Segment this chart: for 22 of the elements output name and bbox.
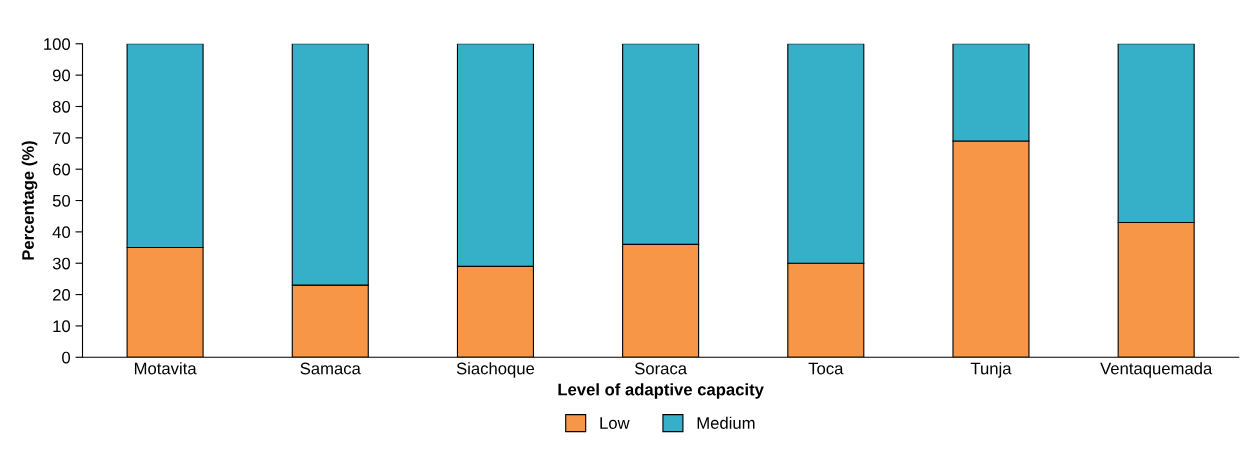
x-tick-label: Siachoque [456, 362, 535, 378]
x-axis-title: Level of adaptive capacity [558, 383, 764, 399]
y-tick-label: 10 [53, 320, 71, 333]
y-tick-label: 60 [53, 163, 71, 176]
y-axis-title: Percentage (%) [21, 141, 38, 260]
y-tick-label: 30 [52, 257, 71, 270]
x-tick-label: Samaca [300, 362, 361, 375]
x-tick-label: Motavita [134, 362, 197, 375]
x-tick-label: Toca [808, 362, 844, 375]
y-tick-label: 50 [52, 194, 71, 207]
y-tick-label: 40 [52, 226, 71, 239]
x-tick-label: Tunja [970, 362, 1012, 378]
x-tick-label: Soraca [634, 362, 688, 375]
y-tick-label: 70 [53, 132, 71, 145]
y-tick-label: 100 [44, 38, 71, 50]
y-tick-label: 90 [52, 69, 71, 82]
y-tick-label: 20 [53, 288, 71, 301]
legend-label: Medium [697, 416, 755, 429]
y-tick-label: 80 [52, 100, 71, 113]
y-tick-label: 0 [62, 351, 71, 364]
legend-label: Low [600, 417, 630, 429]
x-tick-label: Ventaquemada [1100, 362, 1213, 378]
